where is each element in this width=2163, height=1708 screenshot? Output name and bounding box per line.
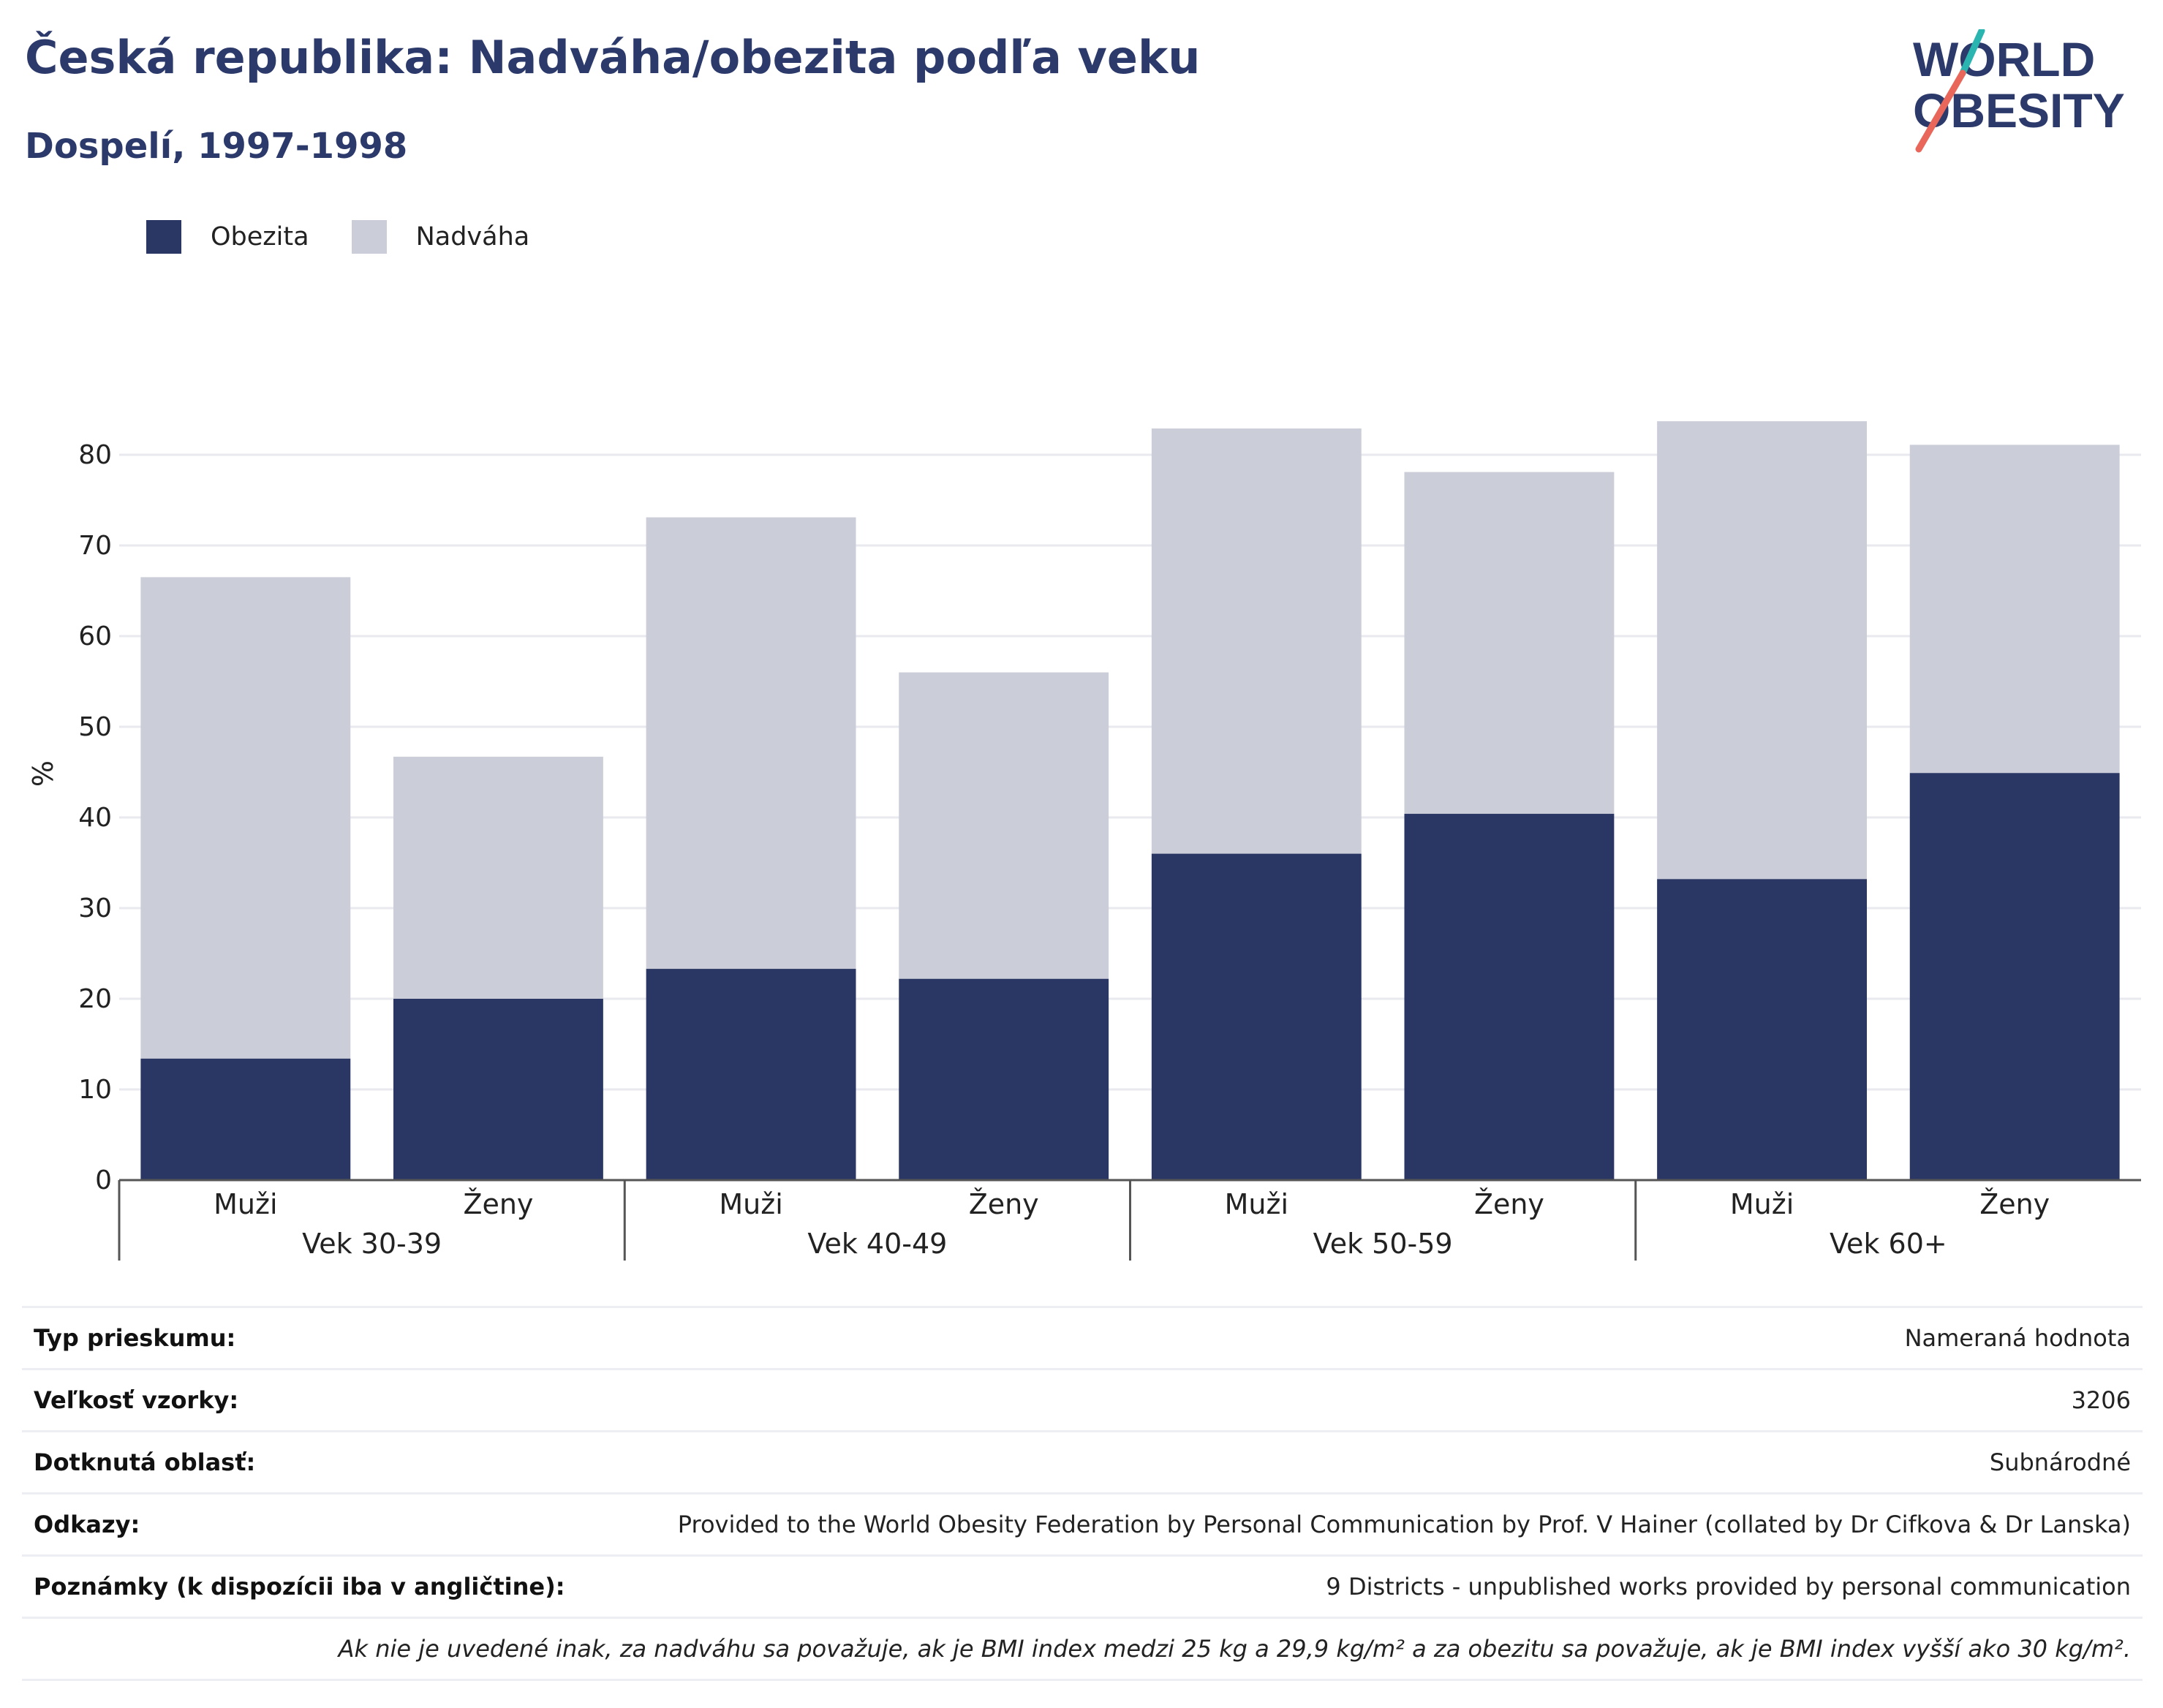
x-category-label: Ženy [463, 1188, 533, 1220]
info-table: Typ prieskumu: Nameraná hodnota Veľkosť … [22, 1306, 2143, 1681]
y-tick-label: 50 [78, 712, 112, 742]
x-category-label: Muži [214, 1188, 277, 1220]
svg-text:WORLD: WORLD [1913, 32, 2095, 86]
y-tick-label: 40 [78, 803, 112, 833]
y-tick-label: 20 [78, 984, 112, 1014]
bar-nadvaha [1909, 445, 2120, 774]
bar-chart: 0 10 20 30 40 50 60 70 80% Muži Ženy Muži Ženy Muži Že… [27, 421, 2141, 1261]
x-category-label: Ženy [1474, 1188, 1544, 1220]
legend-item-obezita[interactable]: Obezita [146, 220, 309, 254]
info-row-area: Dotknutá oblasť: Subnárodné [22, 1432, 2143, 1494]
bar-nadvaha [1404, 472, 1615, 815]
info-row-notes: Poznámky (k dispozícii iba v angličtine)… [22, 1557, 2143, 1619]
x-group-label: Vek 30-39 [302, 1228, 442, 1260]
legend-swatch-obezita [146, 220, 181, 254]
bar-nadvaha [646, 517, 856, 970]
y-tick-label: 60 [78, 621, 112, 651]
page-title: Česká republika: Nadváha/obezita podľa v… [25, 31, 1201, 84]
x-category-label: Ženy [1979, 1188, 2050, 1220]
info-row-survey-type: Typ prieskumu: Nameraná hodnota [22, 1306, 2143, 1370]
bar-obezita [646, 969, 856, 1180]
info-key: Poznámky (k dispozícii iba v angličtine)… [34, 1573, 565, 1601]
info-row-references: Odkazy: Provided to the World Obesity Fe… [22, 1494, 2143, 1557]
page-subtitle: Dospelí, 1997-1998 [25, 126, 408, 167]
bar-obezita [140, 1058, 351, 1180]
info-key: Dotknutá oblasť: [34, 1448, 256, 1476]
legend-label-obezita: Obezita [211, 222, 309, 252]
bar-nadvaha [899, 672, 1109, 979]
world-obesity-logo: WORLD OBESITY [1913, 29, 2125, 153]
legend-label-nadvaha: Nadváha [415, 222, 530, 252]
legend-swatch-nadvaha [351, 220, 387, 254]
info-row-sample-size: Veľkosť vzorky: 3206 [22, 1370, 2143, 1432]
footnote: Ak nie je uvedené inak, za nadváhu sa po… [338, 1635, 2131, 1663]
y-tick-label: 30 [78, 893, 112, 923]
info-value: Subnárodné [1989, 1448, 2131, 1476]
info-key: Veľkosť vzorky: [34, 1386, 239, 1414]
x-group-label: Vek 60+ [1830, 1228, 1947, 1260]
legend-item-nadvaha[interactable]: Nadváha [351, 220, 530, 254]
bar-nadvaha [1657, 421, 1867, 880]
x-category-label: Muži [1730, 1188, 1794, 1220]
info-value: 3206 [2071, 1386, 2131, 1414]
y-tick-label: 80 [78, 440, 112, 470]
bar-obezita [1909, 773, 2120, 1180]
y-tick-label: 70 [78, 531, 112, 561]
info-key: Odkazy: [34, 1511, 140, 1538]
info-value: Nameraná hodnota [1904, 1324, 2131, 1352]
footnote-row: Ak nie je uvedené inak, za nadváhu sa po… [22, 1619, 2143, 1681]
info-value: 9 Districts - unpublished works provided… [1326, 1573, 2131, 1601]
x-category-label: Muži [1225, 1188, 1288, 1220]
bar-obezita [899, 978, 1109, 1180]
info-value: Provided to the World Obesity Federation… [677, 1511, 2131, 1538]
x-group-label: Vek 40-49 [807, 1228, 947, 1260]
y-axis-label: % [27, 760, 59, 787]
y-tick-label: 0 [95, 1165, 112, 1195]
bar-nadvaha [1151, 428, 1362, 854]
bar-nadvaha [140, 577, 351, 1059]
x-group-label: Vek 50-59 [1313, 1228, 1453, 1260]
bar-obezita [1657, 879, 1867, 1180]
bar-nadvaha [393, 756, 603, 999]
bar-obezita [393, 999, 603, 1180]
info-key: Typ prieskumu: [34, 1324, 236, 1352]
bar-obezita [1404, 814, 1615, 1180]
bar-obezita [1151, 853, 1362, 1180]
y-tick-label: 10 [78, 1075, 112, 1105]
x-category-label: Muži [719, 1188, 782, 1220]
chart-legend: Obezita Nadváha [146, 216, 572, 257]
x-category-label: Ženy [969, 1188, 1039, 1220]
